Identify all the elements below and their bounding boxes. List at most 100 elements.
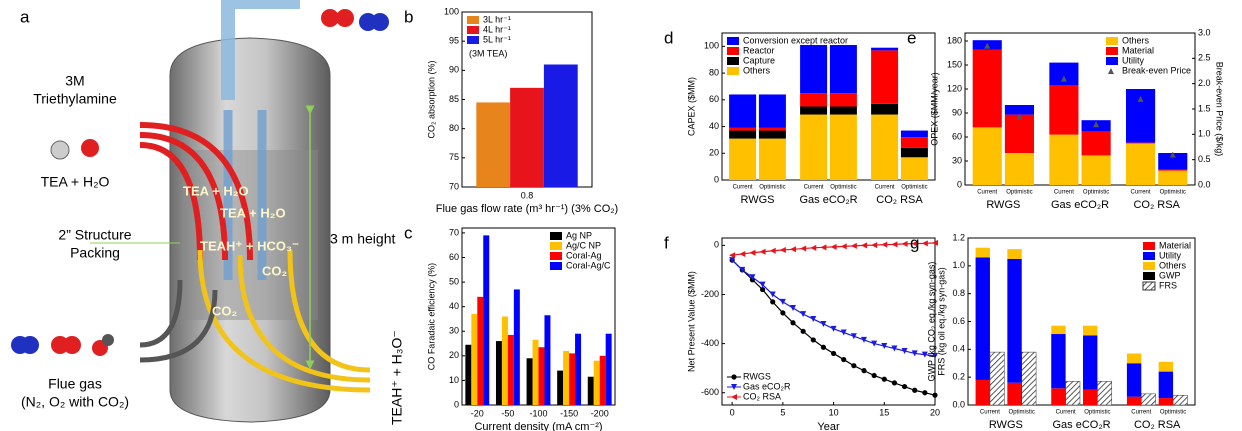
x-tick-label: Optimistic xyxy=(1009,410,1035,416)
marker xyxy=(932,239,938,246)
flue-gas-flow xyxy=(139,279,218,363)
x-tick-label: 10 xyxy=(829,407,839,417)
line xyxy=(731,259,936,357)
y-axis-label: CAPEX ($MM) xyxy=(686,77,696,136)
bar-segment xyxy=(1004,153,1034,185)
x-tick-label: Optimistic xyxy=(1160,190,1186,196)
marker xyxy=(800,311,807,318)
molecule xyxy=(102,334,114,346)
y-tick-label: 0.4 xyxy=(952,344,965,354)
bar-segment xyxy=(758,130,786,139)
legend-swatch xyxy=(727,47,739,55)
y-tick-label: 50 xyxy=(449,276,459,286)
bar-segment xyxy=(1083,389,1098,405)
bar-segment xyxy=(1051,388,1066,405)
marker xyxy=(790,246,796,253)
marker xyxy=(840,243,847,250)
bar-segment xyxy=(829,106,857,115)
y2-tick-label: 2.0 xyxy=(1198,78,1211,88)
bar xyxy=(532,339,539,405)
y-axis-label: Net Present Value ($MM) xyxy=(686,271,696,372)
panel-label: c xyxy=(404,223,413,242)
bar xyxy=(538,347,545,405)
legend: Conversion except reactorReactorCaptureO… xyxy=(727,35,848,75)
bar-segment xyxy=(1158,361,1174,372)
marker xyxy=(731,384,737,390)
bar-segment xyxy=(1049,134,1079,185)
x-tick-label: 15 xyxy=(879,407,889,417)
hatched-bar xyxy=(989,351,1005,406)
marker xyxy=(810,337,816,343)
x-tick-label: 20 xyxy=(930,407,940,417)
y-tick-label: 90 xyxy=(952,107,962,117)
legend-label: Break-even Price xyxy=(1122,65,1191,75)
legend-label: Others xyxy=(1159,260,1187,270)
marker xyxy=(769,247,776,254)
x-tick-label: Current xyxy=(977,190,997,196)
diagram: a 3M Triethylamine TEA + H₂O TEA + H₂O T… xyxy=(11,0,405,425)
molecule xyxy=(63,336,81,354)
legend-label: 3L hr⁻¹ xyxy=(483,14,511,24)
legend-swatch xyxy=(1142,272,1155,280)
bar xyxy=(587,376,594,405)
legend-swatch xyxy=(1142,252,1155,260)
bar xyxy=(593,360,600,405)
label: 3M xyxy=(65,73,84,89)
y-tick-label: 70 xyxy=(449,227,459,237)
label: Triethylamine xyxy=(33,91,117,107)
x-tick-label: -20 xyxy=(471,408,484,418)
y-tick-label: -600 xyxy=(701,387,719,397)
y-tick-label: 80 xyxy=(709,67,719,77)
bar-segment xyxy=(1126,396,1142,405)
y-axis-label: CO Faradaic efficiency (%) xyxy=(426,263,436,370)
bar xyxy=(544,315,551,405)
panel-label: d xyxy=(664,28,673,47)
bar xyxy=(510,87,544,187)
y-tick-label: 60 xyxy=(709,94,719,104)
y-tick-label: 30 xyxy=(952,155,962,165)
bar-segment xyxy=(1051,334,1066,389)
bar-segment xyxy=(1083,325,1098,336)
bar-segment xyxy=(800,93,828,107)
legend-label: Coral-Ag xyxy=(566,250,602,260)
bar-segment xyxy=(972,49,1002,128)
y-tick-label: 85 xyxy=(449,94,459,104)
legend-label: 5L hr⁻¹ xyxy=(483,34,511,44)
y-tick-label: 0.2 xyxy=(952,372,965,382)
marker xyxy=(984,42,991,49)
y-tick-label: 180 xyxy=(947,35,962,45)
bar xyxy=(507,334,514,405)
hatched-bar xyxy=(1141,393,1156,406)
bar-segment xyxy=(1126,353,1142,364)
bar-segment xyxy=(871,114,899,180)
x-tick-label: Current xyxy=(1056,410,1076,416)
y-axis-label: FRS (kg oil eq./kg syn-gas) xyxy=(936,267,946,376)
y-tick-label: 40 xyxy=(709,121,719,131)
bar xyxy=(563,350,570,405)
legend: 3L hr⁻¹4L hr⁻¹5L hr⁻¹ (3M TEA) xyxy=(467,14,511,58)
bar-segment xyxy=(758,94,786,128)
marker xyxy=(922,390,928,396)
legend-swatch xyxy=(549,252,562,260)
y2-tick-label: 3.0 xyxy=(1198,27,1211,37)
bar-segment xyxy=(1158,398,1174,405)
y-tick-label: 20 xyxy=(449,350,459,360)
marker xyxy=(861,336,867,343)
bar-segment xyxy=(871,47,899,51)
label: CO₂ xyxy=(212,303,238,318)
bar xyxy=(513,289,520,405)
bar-segment xyxy=(1007,382,1022,405)
group-label: RWGS xyxy=(989,419,1023,431)
y2-tick-label: 1.5 xyxy=(1198,103,1211,113)
x-tick-label: -100 xyxy=(529,408,547,418)
legend-swatch xyxy=(549,232,562,240)
x-tick-label: -150 xyxy=(560,408,578,418)
label: Flue gas xyxy=(48,376,102,392)
y-axis-label: CO₂ absorption (%) xyxy=(426,60,436,138)
bar-segment xyxy=(1126,142,1156,144)
group-label: Gas eCO₂R xyxy=(1051,199,1109,211)
legend-swatch xyxy=(1142,281,1156,291)
marker xyxy=(921,351,928,358)
